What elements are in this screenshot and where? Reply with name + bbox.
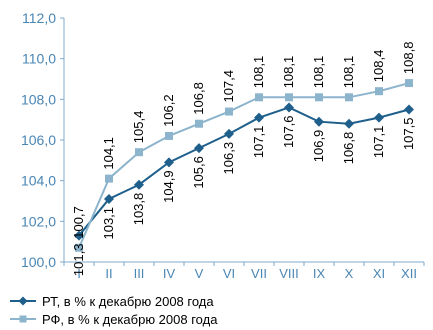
data-point <box>135 148 143 157</box>
data-point <box>255 93 263 102</box>
data-label: 107,4 <box>221 70 236 103</box>
data-label: 105,4 <box>131 111 146 144</box>
data-point <box>344 118 354 129</box>
data-point <box>165 131 173 140</box>
data-label: 108,1 <box>341 56 356 89</box>
data-label: 108,1 <box>251 56 266 89</box>
x-tick-label: III <box>134 266 145 281</box>
data-label: 107,6 <box>281 115 296 148</box>
y-tick-label: 100,0 <box>21 254 56 270</box>
y-tick-label: 112,0 <box>22 10 56 26</box>
data-point <box>224 128 234 139</box>
x-tick-label: IX <box>313 266 326 281</box>
data-label: 103,1 <box>101 207 116 240</box>
data-label: 106,9 <box>311 130 326 163</box>
x-tick-label: V <box>195 266 204 281</box>
y-tick-label: 102,0 <box>21 213 56 229</box>
data-label: 105,6 <box>191 156 206 189</box>
y-tick-label: 108,0 <box>21 91 56 107</box>
legend-label-rf: РФ, в % к декабрю 2008 года <box>42 311 218 327</box>
legend-label-rt: РТ, в % к декабрю 2008 года <box>42 293 214 309</box>
data-label: 107,5 <box>401 118 416 151</box>
x-tick-label: XI <box>373 266 385 281</box>
data-label: 106,8 <box>341 132 356 165</box>
data-point <box>254 112 264 123</box>
data-point <box>284 102 294 113</box>
x-tick-label: VII <box>251 266 267 281</box>
data-label: 108,1 <box>281 56 296 89</box>
data-point <box>374 112 384 123</box>
data-label: 108,1 <box>311 56 326 89</box>
data-point <box>134 179 144 190</box>
y-tick-label: 104,0 <box>21 173 56 189</box>
data-point <box>315 93 323 102</box>
x-tick-label: I <box>77 266 81 281</box>
legend-marker-rf <box>10 315 36 323</box>
x-tick-label: VIII <box>279 266 299 281</box>
data-label: 106,3 <box>221 142 236 175</box>
data-point <box>194 143 204 154</box>
y-tick-label: 110,0 <box>22 51 56 67</box>
data-point <box>225 107 233 116</box>
data-label: 108,8 <box>401 42 416 75</box>
data-point <box>195 119 203 128</box>
data-label: 107,1 <box>371 126 386 159</box>
data-point <box>345 93 353 102</box>
legend-item-rt: РТ, в % к декабрю 2008 года <box>10 292 217 310</box>
data-point <box>375 87 383 96</box>
data-point <box>404 104 414 115</box>
data-label: 104,1 <box>101 137 116 170</box>
data-label: 106,2 <box>161 94 176 127</box>
x-tick-label: II <box>105 266 112 281</box>
data-label: 107,1 <box>251 126 266 159</box>
data-label: 106,8 <box>191 82 206 115</box>
legend-marker-rt <box>10 296 36 306</box>
data-label: 108,4 <box>371 50 386 83</box>
data-point <box>285 93 293 102</box>
data-point <box>314 116 324 127</box>
data-point <box>74 230 84 241</box>
x-tick-label: IV <box>163 266 176 281</box>
x-tick-label: VI <box>223 266 235 281</box>
data-point <box>104 193 114 204</box>
legend-item-rf: РФ, в % к декабрю 2008 года <box>10 310 217 328</box>
data-label: 104,9 <box>161 170 176 203</box>
data-point <box>405 79 413 88</box>
data-point <box>164 157 174 168</box>
y-tick-label: 106,0 <box>21 132 56 148</box>
data-label: 101,3 <box>71 244 86 277</box>
data-label: 100,7 <box>71 206 86 239</box>
x-tick-label: XII <box>401 266 417 281</box>
data-label: 103,8 <box>131 193 146 226</box>
data-point <box>105 174 113 183</box>
legend: РТ, в % к декабрю 2008 года РФ, в % к де… <box>10 292 217 328</box>
series-line-1 <box>78 106 410 237</box>
series-line-2 <box>78 82 410 249</box>
data-point <box>75 243 83 252</box>
x-tick-label: X <box>345 266 354 281</box>
